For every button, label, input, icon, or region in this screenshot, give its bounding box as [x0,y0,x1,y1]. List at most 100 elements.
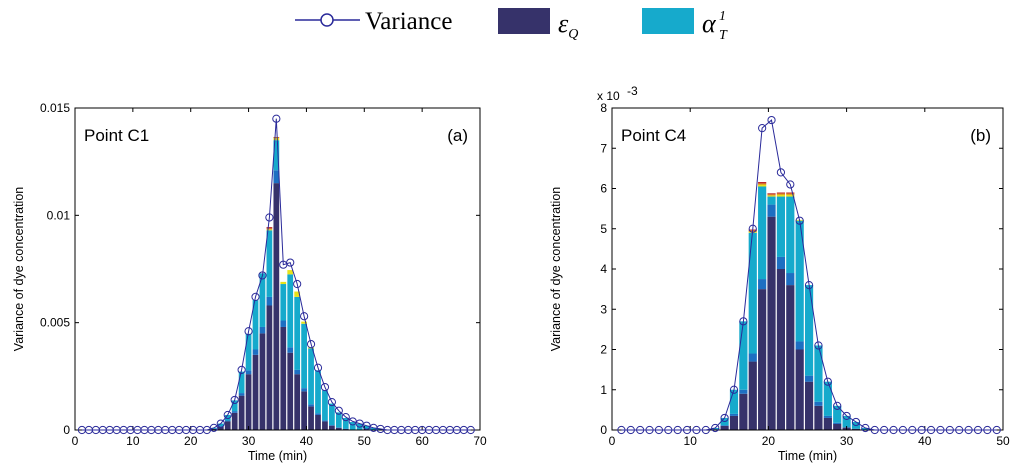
panel-b-bar-alpha-19 [795,220,804,342]
panel-a-ytick-label-2: 0.01 [47,208,71,222]
panel-b-bar-eps-14 [748,361,757,430]
panel-b-ytick-label-4: 4 [600,262,607,276]
panel-b-variance-point-9 [701,425,710,435]
panel-a-variance-point-36 [327,397,336,407]
panel-b-ytick-label-5: 5 [600,222,607,236]
panel-a-bar-yellow-28 [273,138,280,141]
panel-b-variance-point-34 [936,425,945,435]
panel-b-bar-mid-18 [786,273,795,286]
panel-a-bar-eps-20 [217,426,224,430]
panel-a-bar-alpha-30 [287,274,294,348]
panel-a-variance-point-32 [300,312,309,321]
panel-b-bar-mid-13 [739,389,748,394]
panel-b-bar-red-16 [767,193,776,195]
panel-a-variance-point-24 [244,327,253,336]
panel-b-variance-point-28 [880,425,889,435]
panel-a-bar-eps-21 [224,421,231,430]
legend-alpha-symbol: α [702,9,717,38]
panel-a-bar-eps-31 [294,374,301,430]
panel-a-bar-alpha-29 [280,284,287,321]
panel-b-ytick-label-0: 0 [600,423,607,437]
panel-a-bar-eps-24 [245,374,252,430]
panel-b-variance-point-3 [645,425,654,435]
panel-a-bar-eps-25 [252,354,259,430]
panel-b-bar-mid-20 [804,375,814,382]
panel-b-xtick-label-4: 40 [918,434,932,448]
panel-b-variance-point-14 [748,224,757,233]
panel-b-variance-point-13 [739,317,748,326]
panel-a-bar-eps-34 [315,414,321,430]
panel-b-bar-red-17 [776,192,786,194]
panel-a-bar-yellow-31 [294,291,301,297]
panel-a-bar-alpha-35 [322,390,328,421]
panel-a-axes-frame [74,107,481,431]
legend-variance-marker [320,13,334,27]
panel-b-panel-label: (b) [970,126,991,145]
panel-a-xtick-label-4: 40 [300,434,314,448]
panel-a-bar-yellow-27 [266,229,273,231]
panel-a-bar-alpha-38 [342,417,349,429]
panel-a-bar-mid-30 [287,347,294,353]
panel-a-bar-mid-33 [308,404,314,407]
panel-b-bar-alpha-15 [758,186,767,280]
panel-a-bar-mid-22 [231,411,238,413]
panel-a-x-axis-label: Time (min) [248,449,307,463]
panel-b-variance-point-27 [870,425,879,435]
panel-b-bar-alpha-20 [804,285,814,376]
panel-b-bar-eps-22 [823,417,832,430]
panel-b-ytick-label-7: 7 [600,141,607,155]
panel-a-bar-mid-34 [315,413,321,415]
panel-b-ytick-label-2: 2 [600,343,607,357]
panel-a-y-axis-label: Variance of dye concentration [12,187,26,352]
panel-a-variance-point-19 [209,423,218,432]
panel-b-bar-alpha-17 [776,196,786,257]
panel-a-bar-eps-37 [335,427,342,430]
panel-b-bar-eps-21 [814,405,823,430]
panel-b-variance-point-20 [804,281,814,290]
panel-b-variance-point-1 [626,425,635,435]
panel-a-bar-mid-27 [266,296,273,306]
panel-b-bar-eps-23 [833,423,842,430]
panel-b-variance-point-19 [795,216,804,225]
panel-a-point-label: Point C1 [84,126,149,145]
panel-a-bar-eps-35 [322,421,328,430]
panel-a-xtick-label-1: 10 [126,434,140,448]
panel-b-variance-point-29 [889,425,898,435]
panel-b-variance-point-23 [833,401,842,410]
panel-b-bar-yellow-15 [758,184,767,187]
panel-a-bar-eps-22 [231,412,238,430]
panel-b-ytick-label-8: 8 [600,101,607,115]
panel-b-variance-point-12 [729,385,739,394]
panel-b-bar-mid-11 [720,425,729,426]
panel-b-bar-alpha-14 [748,232,757,354]
panel-b-bar-mid-17 [776,256,786,269]
panel-b-variance-point-11 [720,413,729,423]
panel-a-variance-point-30 [286,258,295,267]
panel-a-variance-point-22 [230,395,239,405]
panel-a-variance-point-26 [258,271,267,280]
panel-b-bar-mid-16 [767,204,776,217]
panel-a-xtick-label-6: 60 [415,434,429,448]
legend-epsilon-symbol: ε [558,9,569,38]
panel-b-variance-point-5 [664,425,673,435]
panel-b-bar-orange-16 [767,194,776,196]
panel-a-panel-label: (a) [447,126,468,145]
panel-b-bar-eps-17 [776,269,786,430]
panel-b-bar-eps-12 [729,415,739,430]
panel-b-variance-point-39 [983,425,992,435]
panel-b-bar-alpha-21 [814,345,823,402]
panel-a-bar-eps-32 [301,391,307,430]
panel-a-bar-alpha-31 [294,296,301,370]
panel-a-bar-alpha-32 [301,323,307,389]
panel-a-bar-alpha-34 [315,370,321,414]
panel-a-bar-alpha-39 [349,422,356,430]
panel-b-xtick-label-0: 0 [609,434,616,448]
panel-b-variance-point-32 [917,425,926,435]
panel-b-ytick-label-3: 3 [600,302,607,316]
panel-a-bar-eps-28 [273,183,280,430]
panel-b-variance-point-22 [823,377,832,386]
panel-b: 0 10 20 30 40 50 0 1 2 3 4 5 6 7 8 Time (min) Variance o… [549,84,1010,463]
panel-b-bar-eps-15 [758,289,767,430]
panel-a-bar-alpha-27 [266,230,273,297]
panel-b-bar-mid-23 [833,422,842,424]
